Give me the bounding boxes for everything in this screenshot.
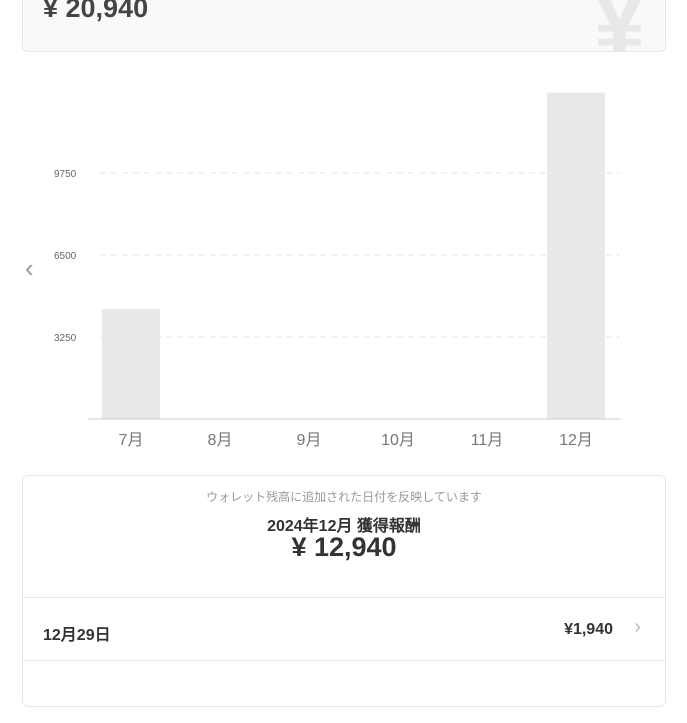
yen-icon: ¥ xyxy=(593,0,645,52)
earnings-chart: 3250 6500 9750 7月 8月 9月 10月 11月 12月 xyxy=(54,92,620,449)
x-tick-label: 8月 xyxy=(208,432,233,449)
row-date: 12月29日 xyxy=(43,627,111,644)
chevron-left-icon[interactable]: ‹ xyxy=(25,253,34,283)
chevron-right-icon: › xyxy=(634,616,641,638)
x-tick-label: 7月 xyxy=(119,432,144,449)
row-amount: ¥1,940 xyxy=(564,621,613,638)
month-amount: ¥ 12,940 xyxy=(291,532,397,562)
x-tick-label: 10月 xyxy=(381,432,415,449)
x-tick-label: 12月 xyxy=(559,432,593,449)
bar-12月 xyxy=(547,92,605,419)
x-tick-label: 11月 xyxy=(471,432,504,449)
y-tick-label: 9750 xyxy=(54,169,77,180)
total-card: ¥ 20,940 ¥ xyxy=(22,0,666,52)
y-tick-label: 3250 xyxy=(54,333,77,344)
bar-7月 xyxy=(102,308,160,419)
note-text: ウォレット残高に追加された日付を反映しています xyxy=(206,490,482,504)
month-title: 2024年12月 獲得報酬 xyxy=(267,518,421,535)
month-detail-card: ウォレット残高に追加された日付を反映しています 2024年12月 獲得報酬 ¥ … xyxy=(22,475,666,707)
list-item[interactable]: 12月29日 ¥1,940 › xyxy=(23,597,665,660)
total-amount: ¥ 20,940 xyxy=(43,0,149,23)
y-tick-label: 6500 xyxy=(54,251,77,262)
list-item[interactable] xyxy=(23,660,665,723)
x-tick-label: 9月 xyxy=(297,432,322,449)
